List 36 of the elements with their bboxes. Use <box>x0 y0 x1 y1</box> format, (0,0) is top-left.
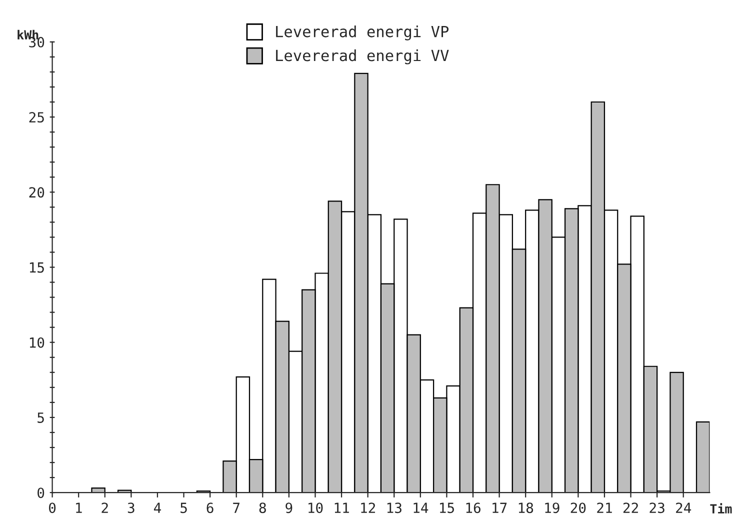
x-tick-label: 15 <box>440 502 454 514</box>
legend-label: Levererad energi VP <box>276 26 449 40</box>
x-axis-title: Tim <box>710 503 732 514</box>
x-tick-label: 0 <box>49 502 56 514</box>
x-tick-label: 7 <box>233 502 240 513</box>
legend-label: Levererad energi VV <box>276 49 449 64</box>
x-tick-label: 10 <box>308 502 323 514</box>
x-tick-label: 22 <box>623 502 638 513</box>
y-tick-label: 0 <box>38 488 44 498</box>
x-tick-label: 18 <box>518 502 534 514</box>
x-tick-label: 20 <box>570 502 586 514</box>
x-tick-label: 12 <box>361 502 376 513</box>
x-tick-label: 24 <box>676 502 692 513</box>
x-tick-label: 1 <box>76 502 82 513</box>
x-tick-label: 17 <box>492 502 507 513</box>
x-tick-label: 16 <box>466 502 480 514</box>
x-tick-label: 3 <box>128 502 134 514</box>
y-tick-label: 10 <box>30 337 44 348</box>
y-tick-label: 5 <box>38 412 44 423</box>
x-tick-label: 14 <box>414 502 428 513</box>
x-tick-label: 19 <box>545 502 560 514</box>
y-tick-label: 15 <box>30 262 44 273</box>
x-tick-label: 8 <box>259 502 266 514</box>
x-tick-label: 5 <box>180 502 187 514</box>
x-tick-label: 4 <box>154 502 161 513</box>
x-tick-label: 23 <box>650 502 664 514</box>
x-tick-label: 21 <box>597 502 612 513</box>
y-tick-label: 20 <box>29 187 44 198</box>
y-tick-label: 25 <box>29 112 44 123</box>
x-tick-label: 2 <box>102 502 108 513</box>
x-tick-label: 11 <box>334 502 349 513</box>
bar <box>696 421 710 493</box>
x-tick-label: 6 <box>206 502 214 514</box>
x-tick-label: 13 <box>387 502 402 514</box>
bar <box>91 488 106 493</box>
x-tick-label: 9 <box>286 502 292 514</box>
